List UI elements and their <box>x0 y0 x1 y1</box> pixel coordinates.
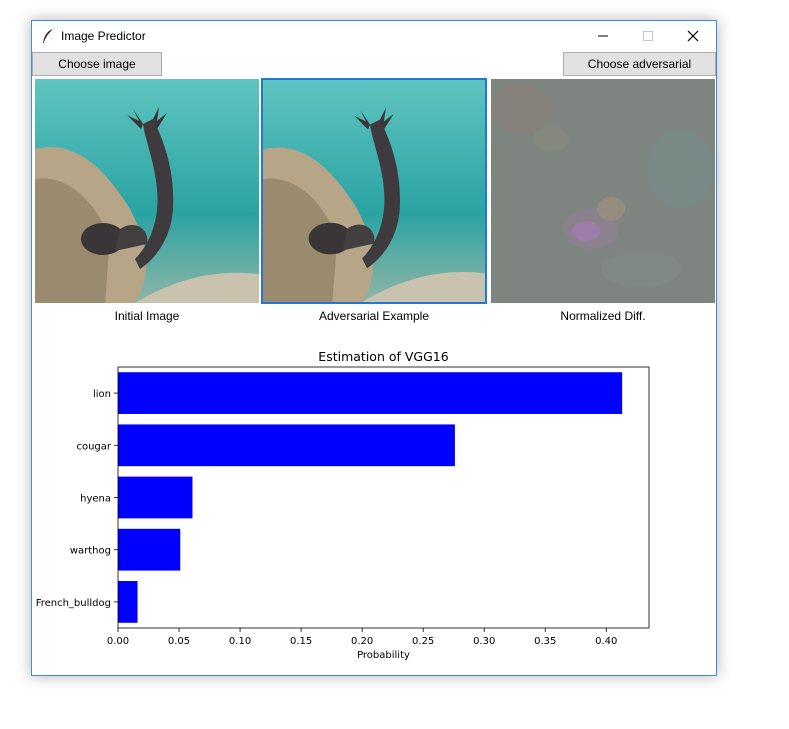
initial-image <box>35 79 259 303</box>
x-tick-label: 0.00 <box>107 636 129 647</box>
title-bar: Image Predictor <box>32 21 716 51</box>
y-tick-label: hyena <box>80 494 111 505</box>
maximize-button[interactable] <box>625 21 670 51</box>
feather-icon <box>43 28 54 43</box>
chart-title: Estimation of VGG16 <box>318 349 448 364</box>
y-tick-label: cougar <box>76 441 111 452</box>
normalized-diff-caption: Normalized Diff. <box>560 309 646 323</box>
close-icon <box>687 30 698 42</box>
normalized-diff-image <box>491 79 715 303</box>
bar-lion <box>118 372 623 414</box>
x-axis-label: Probability <box>357 650 410 661</box>
x-tick-label: 0.10 <box>229 636 251 647</box>
bar-french-bulldog <box>118 581 138 623</box>
close-button[interactable] <box>670 21 715 51</box>
x-tick-label: 0.15 <box>290 636 312 647</box>
bar-cougar <box>118 424 455 467</box>
choose-image-button[interactable]: Choose image <box>32 52 162 76</box>
minimize-icon <box>597 35 608 37</box>
y-tick-label: French_bulldog <box>36 598 111 609</box>
bar-warthog <box>118 528 181 571</box>
initial-image-caption: Initial Image <box>114 309 180 323</box>
x-tick-label: 0.20 <box>351 636 373 647</box>
x-tick-label: 0.30 <box>473 636 495 647</box>
probability-chart: Estimation of VGG16 lion cougar hyena wartho… <box>36 349 650 661</box>
y-tick-label: warthog <box>70 546 111 557</box>
bar-hyena <box>118 476 193 519</box>
x-tick-label: 0.25 <box>412 636 434 647</box>
y-tick-label: lion <box>93 389 111 400</box>
x-tick-label: 0.05 <box>168 636 190 647</box>
adversarial-image-caption: Adversarial Example <box>318 309 430 323</box>
window-title: Image Predictor <box>61 29 146 43</box>
x-tick-label: 0.35 <box>534 636 556 647</box>
maximize-icon <box>642 31 653 41</box>
plot-frame <box>117 366 650 629</box>
x-tick-label: 0.40 <box>595 636 617 647</box>
app-window: Image Predictor Choose image Choose adve… <box>31 20 717 676</box>
choose-adversarial-button[interactable]: Choose adversarial <box>563 52 716 76</box>
adversarial-image <box>261 78 487 304</box>
minimize-button[interactable] <box>580 21 625 51</box>
